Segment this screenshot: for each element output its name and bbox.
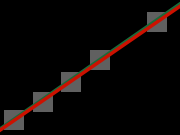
- Point: [99, 59, 102, 62]
- Point: [41, 101, 44, 103]
- Point: [13, 119, 16, 121]
- Point: [70, 81, 73, 83]
- Point: [156, 21, 159, 23]
